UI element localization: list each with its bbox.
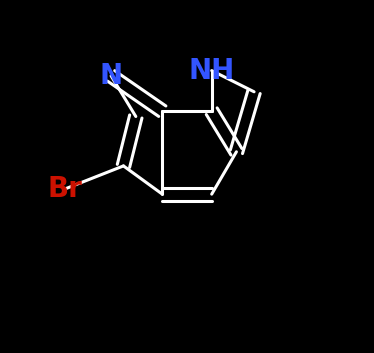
Text: N: N bbox=[99, 62, 123, 90]
Text: Br: Br bbox=[48, 175, 83, 203]
Text: NH: NH bbox=[188, 56, 235, 85]
